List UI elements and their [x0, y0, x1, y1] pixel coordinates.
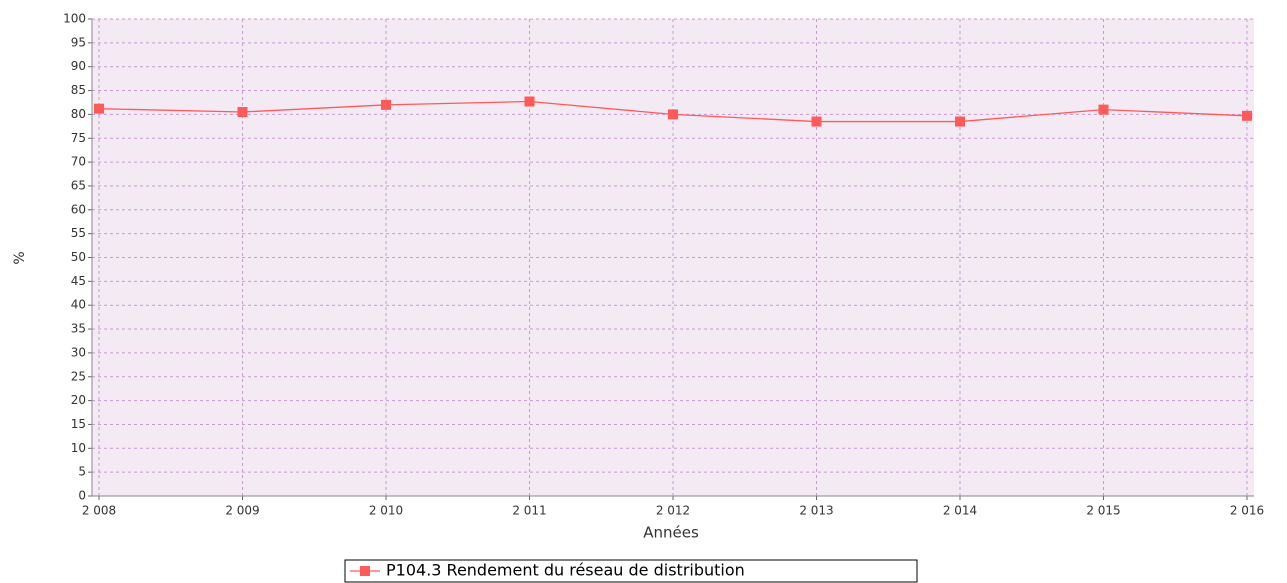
x-tick-label: 2 014	[943, 504, 977, 518]
y-tick-label: 80	[71, 107, 86, 121]
y-tick-label: 10	[71, 441, 86, 455]
marker	[1242, 110, 1252, 121]
y-tick-label: 5	[78, 465, 86, 479]
y-tick-label: 35	[71, 322, 86, 336]
y-tick-label: 95	[71, 35, 86, 49]
x-tick-label: 2 012	[656, 504, 690, 518]
y-tick-label: 20	[71, 393, 86, 407]
x-tick-label: 2 011	[512, 504, 546, 518]
marker	[524, 96, 535, 107]
y-tick-label: 50	[71, 250, 86, 264]
legend-box	[344, 559, 918, 583]
marker	[811, 116, 822, 127]
y-tick-label: 90	[71, 59, 86, 73]
x-tick-label: 2 016	[1230, 504, 1264, 518]
y-tick-label: 25	[71, 369, 86, 383]
y-tick-label: 30	[71, 345, 86, 359]
y-tick-label: 55	[71, 226, 86, 240]
marker	[237, 107, 248, 118]
legend-marker	[360, 566, 370, 576]
y-tick-label: 75	[71, 131, 86, 145]
x-axis-label: Années	[643, 524, 699, 542]
marker	[381, 99, 391, 110]
y-tick-label: 85	[71, 83, 86, 97]
y-tick-label: 15	[71, 417, 86, 431]
y-tick-label: 0	[78, 489, 86, 503]
y-tick-label: 100	[63, 12, 86, 26]
marker	[955, 116, 965, 127]
marker	[668, 109, 678, 120]
marker	[1098, 104, 1109, 115]
y-tick-label: 40	[71, 298, 86, 312]
y-tick-label: 60	[71, 202, 86, 216]
x-tick-label: 2 008	[82, 504, 116, 518]
legend-label: P104.3 Rendement du réseau de distributi…	[386, 561, 745, 580]
y-tick-label: 45	[71, 274, 86, 288]
y-axis-label: %	[12, 251, 28, 264]
marker	[94, 103, 104, 114]
y-tick-label: 70	[71, 155, 86, 169]
y-tick-label: 65	[71, 178, 86, 192]
x-tick-label: 2 015	[1086, 504, 1120, 518]
x-tick-label: 2 009	[225, 504, 259, 518]
x-tick-label: 2 013	[799, 504, 833, 518]
x-tick-label: 2 010	[369, 504, 403, 518]
